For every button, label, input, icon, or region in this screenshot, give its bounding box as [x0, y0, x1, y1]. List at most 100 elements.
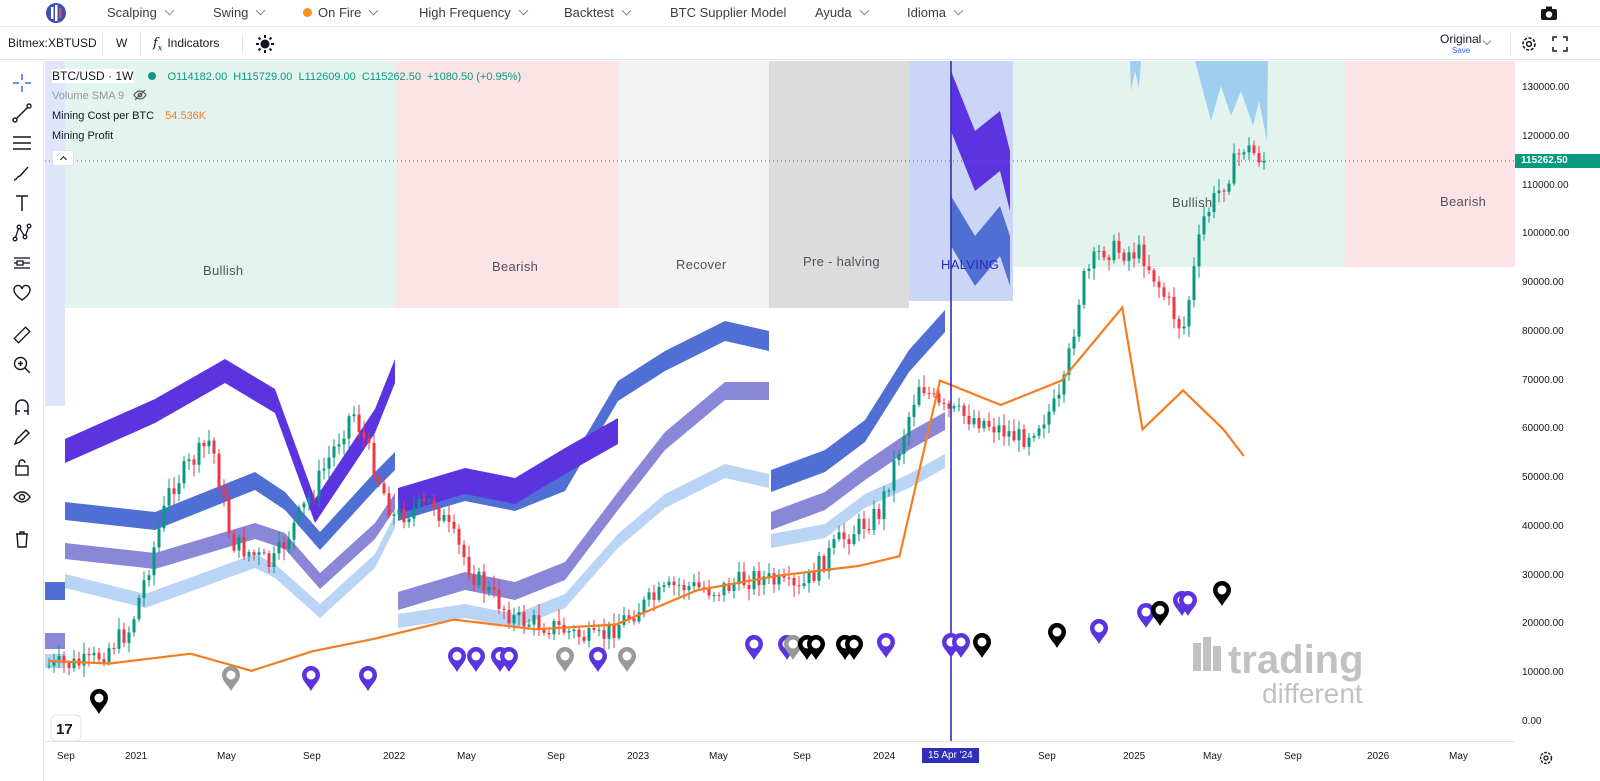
- magnet-icon[interactable]: [10, 395, 34, 419]
- candle-body: [832, 539, 836, 548]
- candle-body: [897, 453, 901, 461]
- crosshair-icon[interactable]: [10, 71, 34, 95]
- chart-settings-icon[interactable]: [1538, 750, 1554, 766]
- legend-volume-row[interactable]: Volume SMA 9: [52, 86, 521, 106]
- signal-pin-hole: [956, 637, 966, 647]
- candle-body: [1217, 190, 1221, 194]
- legend-main-row[interactable]: BTC/USD · 1W O114182.00 H115729.00 L1126…: [52, 66, 521, 86]
- legend-mining-profit-label: Mining Profit: [52, 130, 114, 142]
- draw-mode-lock-icon[interactable]: [10, 425, 34, 449]
- candle-body: [797, 585, 801, 587]
- candle-body: [782, 575, 786, 578]
- nav-on-fire[interactable]: On Fire: [303, 5, 379, 20]
- brush-icon[interactable]: [10, 161, 34, 185]
- candle-body: [442, 514, 446, 521]
- svg-text:17: 17: [56, 721, 73, 738]
- candle-body: [1222, 190, 1226, 192]
- nav-swing[interactable]: Swing: [213, 5, 266, 20]
- candle-body: [462, 544, 466, 558]
- interval-button[interactable]: W: [116, 36, 128, 50]
- candle-body: [72, 658, 76, 669]
- candle-body: [457, 528, 461, 545]
- candle-body: [1127, 252, 1131, 261]
- candle-body: [947, 403, 951, 409]
- trend-line-icon[interactable]: [10, 101, 34, 125]
- time-axis[interactable]: Sep 2021 May Sep 2022 May Sep 2023 May Sep 2024 15 …: [45, 741, 1515, 781]
- price-axis[interactable]: 130000.00 120000.00 110000.00 100000.00 9000…: [1515, 61, 1600, 741]
- chart-canvas[interactable]: trading different 17: [45, 61, 1515, 741]
- fullscreen-icon[interactable]: [1552, 36, 1568, 52]
- nav-scalping[interactable]: Scalping: [107, 5, 175, 20]
- signal-pin-hole: [226, 670, 236, 680]
- model-band: [771, 454, 945, 548]
- legend-collapse-button[interactable]: [52, 150, 74, 166]
- lock-icon[interactable]: [10, 455, 34, 479]
- eye-off-icon[interactable]: [133, 88, 147, 108]
- camera-icon[interactable]: [1540, 5, 1558, 21]
- nav-ayuda[interactable]: Ayuda: [815, 5, 870, 20]
- zone-label-bullish-2: Bullish: [1172, 195, 1213, 210]
- sun-icon[interactable]: [256, 35, 274, 53]
- price-tick-label: 70000.00: [1522, 374, 1564, 386]
- fire-icon: [303, 8, 312, 17]
- price-tick-label: 80000.00: [1522, 325, 1564, 337]
- time-tick-label: Sep: [57, 751, 75, 762]
- settings-icon[interactable]: [1520, 35, 1538, 53]
- candle-body: [182, 461, 186, 484]
- nav-btc-supplier-model[interactable]: BTC Supplier Model: [670, 5, 786, 20]
- signal-pin-hole: [1052, 627, 1062, 637]
- zone-bg-bullish: [65, 61, 396, 308]
- legend-mining-cost-row[interactable]: Mining Cost per BTC 54.536K: [52, 106, 521, 126]
- chart-toolbar: Bitmex:XBTUSD W fx Indicators Original Sa…: [0, 28, 1600, 60]
- symbol-search[interactable]: Bitmex:XBTUSD: [8, 36, 97, 50]
- candle-body: [827, 547, 831, 572]
- nav-high-frequency[interactable]: High Frequency: [419, 5, 529, 20]
- eye-icon[interactable]: [10, 485, 34, 509]
- time-tick-label: Sep: [1284, 751, 1302, 762]
- candle-body: [427, 500, 431, 502]
- time-tick-label: May: [217, 751, 236, 762]
- legend-mining-profit-row[interactable]: Mining Profit: [52, 126, 521, 146]
- heart-icon[interactable]: [10, 281, 34, 305]
- fib-retracement-icon[interactable]: [10, 131, 34, 155]
- nav-idioma[interactable]: Idioma: [907, 5, 964, 20]
- indicators-button[interactable]: fx Indicators: [153, 36, 219, 53]
- candle-body: [932, 393, 936, 395]
- candle-body: [922, 387, 926, 394]
- candle-body: [787, 577, 791, 579]
- nav-label: Scalping: [107, 5, 157, 20]
- candle-body: [627, 615, 631, 619]
- signal-pin-hole: [1094, 623, 1104, 633]
- nav-label: Backtest: [564, 5, 614, 20]
- app-logo[interactable]: [45, 2, 67, 24]
- tradingview-logo[interactable]: 17: [50, 714, 82, 741]
- candle-body: [222, 488, 226, 498]
- chart-pane[interactable]: trading different 17 Bullish Bearish Rec…: [45, 61, 1515, 741]
- candle-body: [697, 582, 701, 588]
- model-band: [771, 412, 945, 530]
- candle-body: [982, 420, 986, 429]
- candle-body: [717, 594, 721, 596]
- model-band: [771, 310, 945, 492]
- candle-body: [377, 476, 381, 484]
- zoom-in-icon[interactable]: [10, 353, 34, 377]
- candle-body: [942, 402, 946, 404]
- ruler-icon[interactable]: [10, 323, 34, 347]
- signal-pin-hole: [452, 651, 462, 661]
- layout-menu[interactable]: Original Save: [1440, 31, 1504, 57]
- time-tick-label: 2025: [1123, 751, 1146, 762]
- prediction-icon[interactable]: [10, 251, 34, 275]
- candle-body: [52, 659, 56, 666]
- candle-body: [1202, 216, 1206, 235]
- legend-change: +1080.50 (+0.95%): [427, 71, 522, 83]
- trash-icon[interactable]: [10, 527, 34, 551]
- text-icon[interactable]: [10, 191, 34, 215]
- chevron-down-icon: [621, 5, 632, 16]
- nav-backtest[interactable]: Backtest: [564, 5, 632, 20]
- candle-body: [1157, 281, 1161, 288]
- candle-body: [382, 483, 386, 494]
- candle-body: [1067, 348, 1071, 375]
- candle-body: [772, 573, 776, 585]
- price-tick-label: 40000.00: [1522, 520, 1564, 532]
- pattern-icon[interactable]: [10, 221, 34, 245]
